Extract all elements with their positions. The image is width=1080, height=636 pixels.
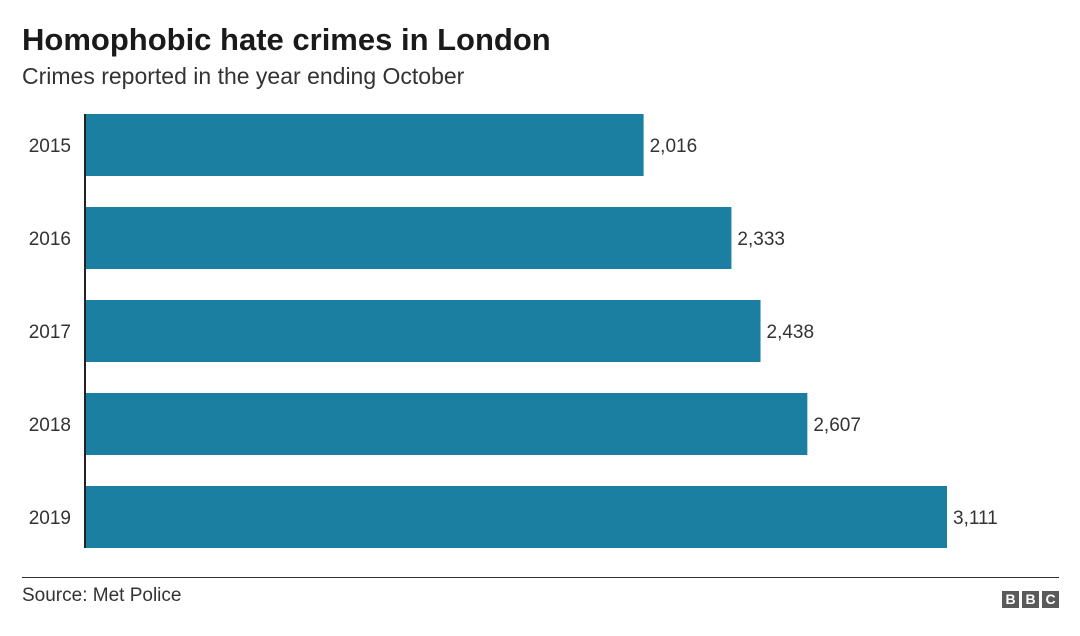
logo-letter: B [1002,591,1019,608]
value-label: 2,016 [650,136,698,157]
category-label: 2017 [29,322,71,343]
value-label: 2,438 [767,322,815,343]
value-label: 3,111 [953,508,998,529]
category-label: 2015 [29,136,71,157]
bbc-logo: B B C [1002,591,1059,608]
value-label: 2,333 [737,229,785,250]
category-label: 2018 [29,415,71,436]
chart-subtitle: Crimes reported in the year ending Octob… [22,63,465,89]
footer-divider [22,577,1059,578]
category-label: 2019 [29,508,71,529]
bar-2015 [86,114,644,176]
bar-2019 [86,486,947,548]
logo-letter: B [1022,591,1039,608]
bar-2016 [86,207,732,269]
chart-title: Homophobic hate crimes in London [22,22,551,57]
source-note: Source: Met Police [22,585,182,606]
logo-letter: C [1042,591,1059,608]
bar-2017 [86,300,761,362]
value-label: 2,607 [813,415,861,436]
bar-2018 [86,393,808,455]
category-label: 2016 [29,229,71,250]
